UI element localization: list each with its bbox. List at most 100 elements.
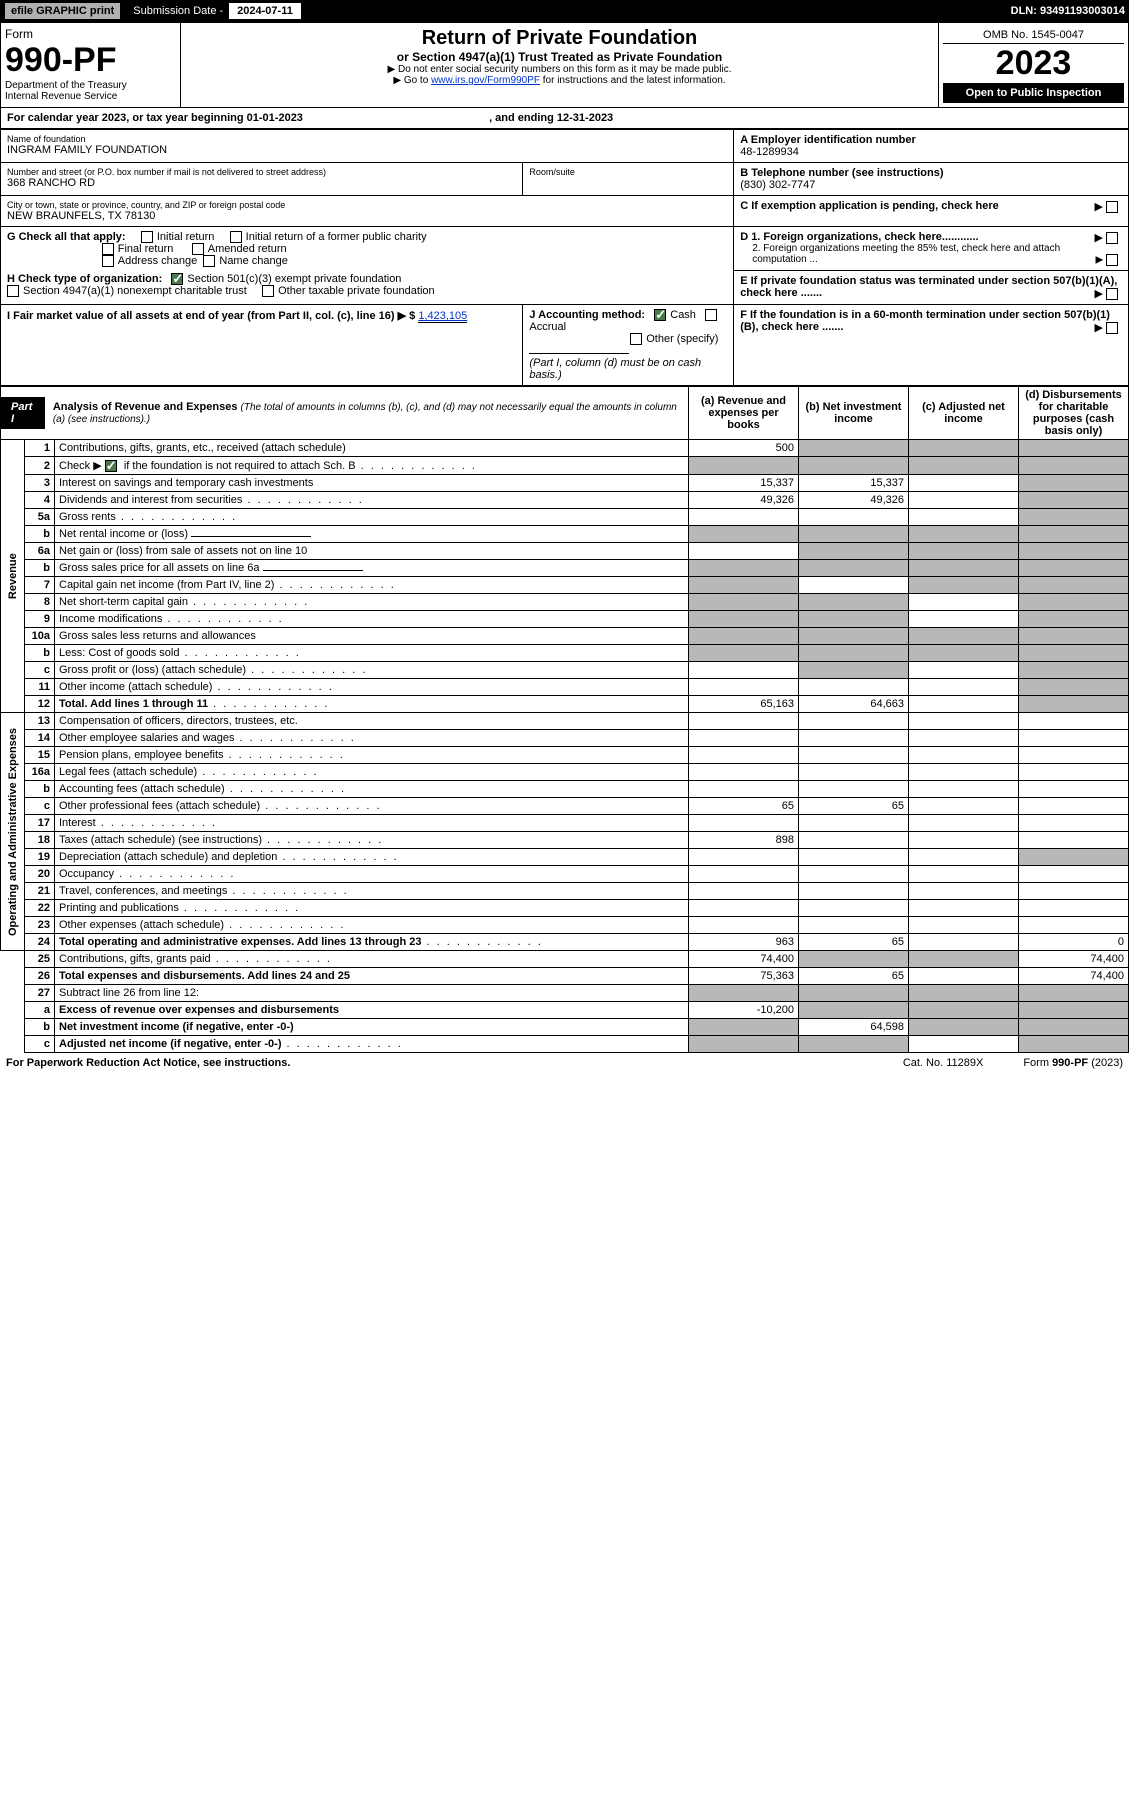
line-16b-desc: Accounting fees (attach schedule) <box>55 781 689 798</box>
line-20-desc: Occupancy <box>55 866 689 883</box>
footer: For Paperwork Reduction Act Notice, see … <box>0 1053 1129 1073</box>
line-10a-num: 10a <box>25 628 55 645</box>
g-initial-former-cb[interactable] <box>230 231 242 243</box>
line-16a-desc: Legal fees (attach schedule) <box>55 764 689 781</box>
d1-label: D 1. Foreign organizations, check here..… <box>740 231 978 243</box>
tel-label: B Telephone number (see instructions) <box>740 167 1122 179</box>
line-21-num: 21 <box>25 883 55 900</box>
form-subtitle: or Section 4947(a)(1) Trust Treated as P… <box>185 50 934 64</box>
line-1-c <box>909 440 1019 457</box>
part1-table: Part I Analysis of Revenue and Expenses … <box>0 386 1129 1053</box>
header-center: Return of Private Foundation or Section … <box>181 23 939 108</box>
line-27b-num: b <box>25 1019 55 1036</box>
line-7-num: 7 <box>25 577 55 594</box>
efile-print-button[interactable]: efile GRAPHIC print <box>4 2 121 20</box>
line-27a-desc: Excess of revenue over expenses and disb… <box>55 1002 689 1019</box>
c-checkbox[interactable] <box>1106 201 1118 213</box>
h-4947-cb[interactable] <box>7 285 19 297</box>
line-4-num: 4 <box>25 492 55 509</box>
line-4-b: 49,326 <box>799 492 909 509</box>
f-cb[interactable] <box>1106 322 1118 334</box>
line-14-num: 14 <box>25 730 55 747</box>
line-10a-desc: Gross sales less returns and allowances <box>55 628 689 645</box>
line-5b-desc: Net rental income or (loss) <box>55 526 689 543</box>
line-26-desc: Total expenses and disbursements. Add li… <box>55 968 689 985</box>
g-name: Name change <box>219 255 288 267</box>
line-12-desc: Total. Add lines 1 through 11 <box>55 696 689 713</box>
line-26-a: 75,363 <box>689 968 799 985</box>
dln-value: DLN: 93491193003014 <box>1011 5 1125 17</box>
d2-cb[interactable] <box>1106 254 1118 266</box>
tel-value: (830) 302-7747 <box>740 179 1122 191</box>
line-10c-num: c <box>25 662 55 679</box>
tax-year: 2023 <box>943 44 1124 83</box>
line-2-desc: Check ▶ if the foundation is not require… <box>55 457 689 475</box>
line-12-num: 12 <box>25 696 55 713</box>
open-to-public: Open to Public Inspection <box>943 83 1124 103</box>
d1-cb[interactable] <box>1106 232 1118 244</box>
col-b-header: (b) Net investment income <box>799 387 909 440</box>
j-accrual-cb[interactable] <box>705 309 717 321</box>
info-table: Name of foundation INGRAM FAMILY FOUNDAT… <box>0 129 1129 386</box>
j-label: J Accounting method: <box>529 309 645 321</box>
g-amended: Amended return <box>208 243 287 255</box>
h-4947: Section 4947(a)(1) nonexempt charitable … <box>23 285 247 297</box>
dept-treasury: Department of the TreasuryInternal Reven… <box>5 80 176 102</box>
line-1-num: 1 <box>25 440 55 457</box>
revenue-label: Revenue <box>1 440 25 713</box>
col-a-header: (a) Revenue and expenses per books <box>689 387 799 440</box>
line-7-desc: Capital gain net income (from Part IV, l… <box>55 577 689 594</box>
instr-link-row: ▶ Go to www.irs.gov/Form990PF for instru… <box>185 75 934 86</box>
cal-begin: 01-01-2023 <box>247 112 303 124</box>
g-addr-cb[interactable] <box>102 255 114 267</box>
j-cash-cb[interactable] <box>654 309 666 321</box>
line-1-d <box>1019 440 1129 457</box>
h-other-cb[interactable] <box>262 285 274 297</box>
line-4-a: 49,326 <box>689 492 799 509</box>
j-other-cb[interactable] <box>630 333 642 345</box>
instr-goto: ▶ Go to <box>393 75 431 86</box>
submission-date-value: 2024-07-11 <box>229 3 301 19</box>
line-20-num: 20 <box>25 866 55 883</box>
line-15-num: 15 <box>25 747 55 764</box>
h-501c3: Section 501(c)(3) exempt private foundat… <box>187 273 401 285</box>
foundation-name-label: Name of foundation <box>7 134 727 144</box>
e-cb[interactable] <box>1106 288 1118 300</box>
j-cash: Cash <box>670 309 696 321</box>
line-5b-num: b <box>25 526 55 543</box>
line-18-a: 898 <box>689 832 799 849</box>
form-label: Form <box>5 27 176 41</box>
line-2-num: 2 <box>25 457 55 475</box>
irs-link[interactable]: www.irs.gov/Form990PF <box>431 75 540 86</box>
header-left: Form 990-PF Department of the TreasuryIn… <box>1 23 181 108</box>
g-name-cb[interactable] <box>203 255 215 267</box>
g-final-cb[interactable] <box>102 243 114 255</box>
line-16c-desc: Other professional fees (attach schedule… <box>55 798 689 815</box>
j-note: (Part I, column (d) must be on cash basi… <box>529 357 701 381</box>
line-26-d: 74,400 <box>1019 968 1129 985</box>
instr-ssn: ▶ Do not enter social security numbers o… <box>185 64 934 75</box>
h-501c3-cb[interactable] <box>171 273 183 285</box>
line-11-num: 11 <box>25 679 55 696</box>
line-24-b: 65 <box>799 934 909 951</box>
omb-number: OMB No. 1545-0047 <box>943 27 1124 44</box>
line-26-num: 26 <box>25 968 55 985</box>
line-27-desc: Subtract line 26 from line 12: <box>55 985 689 1002</box>
line-16b-num: b <box>25 781 55 798</box>
header-right: OMB No. 1545-0047 2023 Open to Public In… <box>939 23 1129 108</box>
g-initial-return-cb[interactable] <box>141 231 153 243</box>
line-2-cb[interactable] <box>105 460 117 472</box>
i-value[interactable]: 1,423,105 <box>418 310 467 323</box>
g-label: G Check all that apply: <box>7 231 126 243</box>
line-18-num: 18 <box>25 832 55 849</box>
line-24-d: 0 <box>1019 934 1129 951</box>
room-label: Room/suite <box>529 167 727 177</box>
line-4-desc: Dividends and interest from securities <box>55 492 689 509</box>
line-14-desc: Other employee salaries and wages <box>55 730 689 747</box>
line-16c-b: 65 <box>799 798 909 815</box>
g-amended-cb[interactable] <box>192 243 204 255</box>
g-addr: Address change <box>118 255 198 267</box>
line-10c-desc: Gross profit or (loss) (attach schedule) <box>55 662 689 679</box>
line-17-num: 17 <box>25 815 55 832</box>
line-8-num: 8 <box>25 594 55 611</box>
